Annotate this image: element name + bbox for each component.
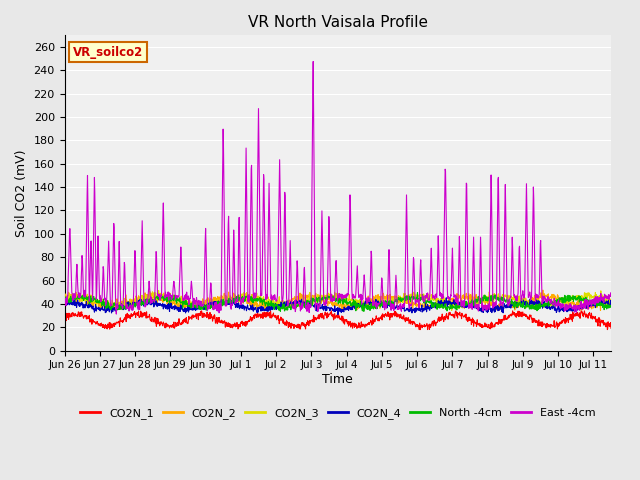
Text: VR_soilco2: VR_soilco2 <box>73 46 143 59</box>
Y-axis label: Soil CO2 (mV): Soil CO2 (mV) <box>15 149 28 237</box>
X-axis label: Time: Time <box>323 373 353 386</box>
Title: VR North Vaisala Profile: VR North Vaisala Profile <box>248 15 428 30</box>
Legend: CO2N_1, CO2N_2, CO2N_3, CO2N_4, North -4cm, East -4cm: CO2N_1, CO2N_2, CO2N_3, CO2N_4, North -4… <box>76 404 600 423</box>
